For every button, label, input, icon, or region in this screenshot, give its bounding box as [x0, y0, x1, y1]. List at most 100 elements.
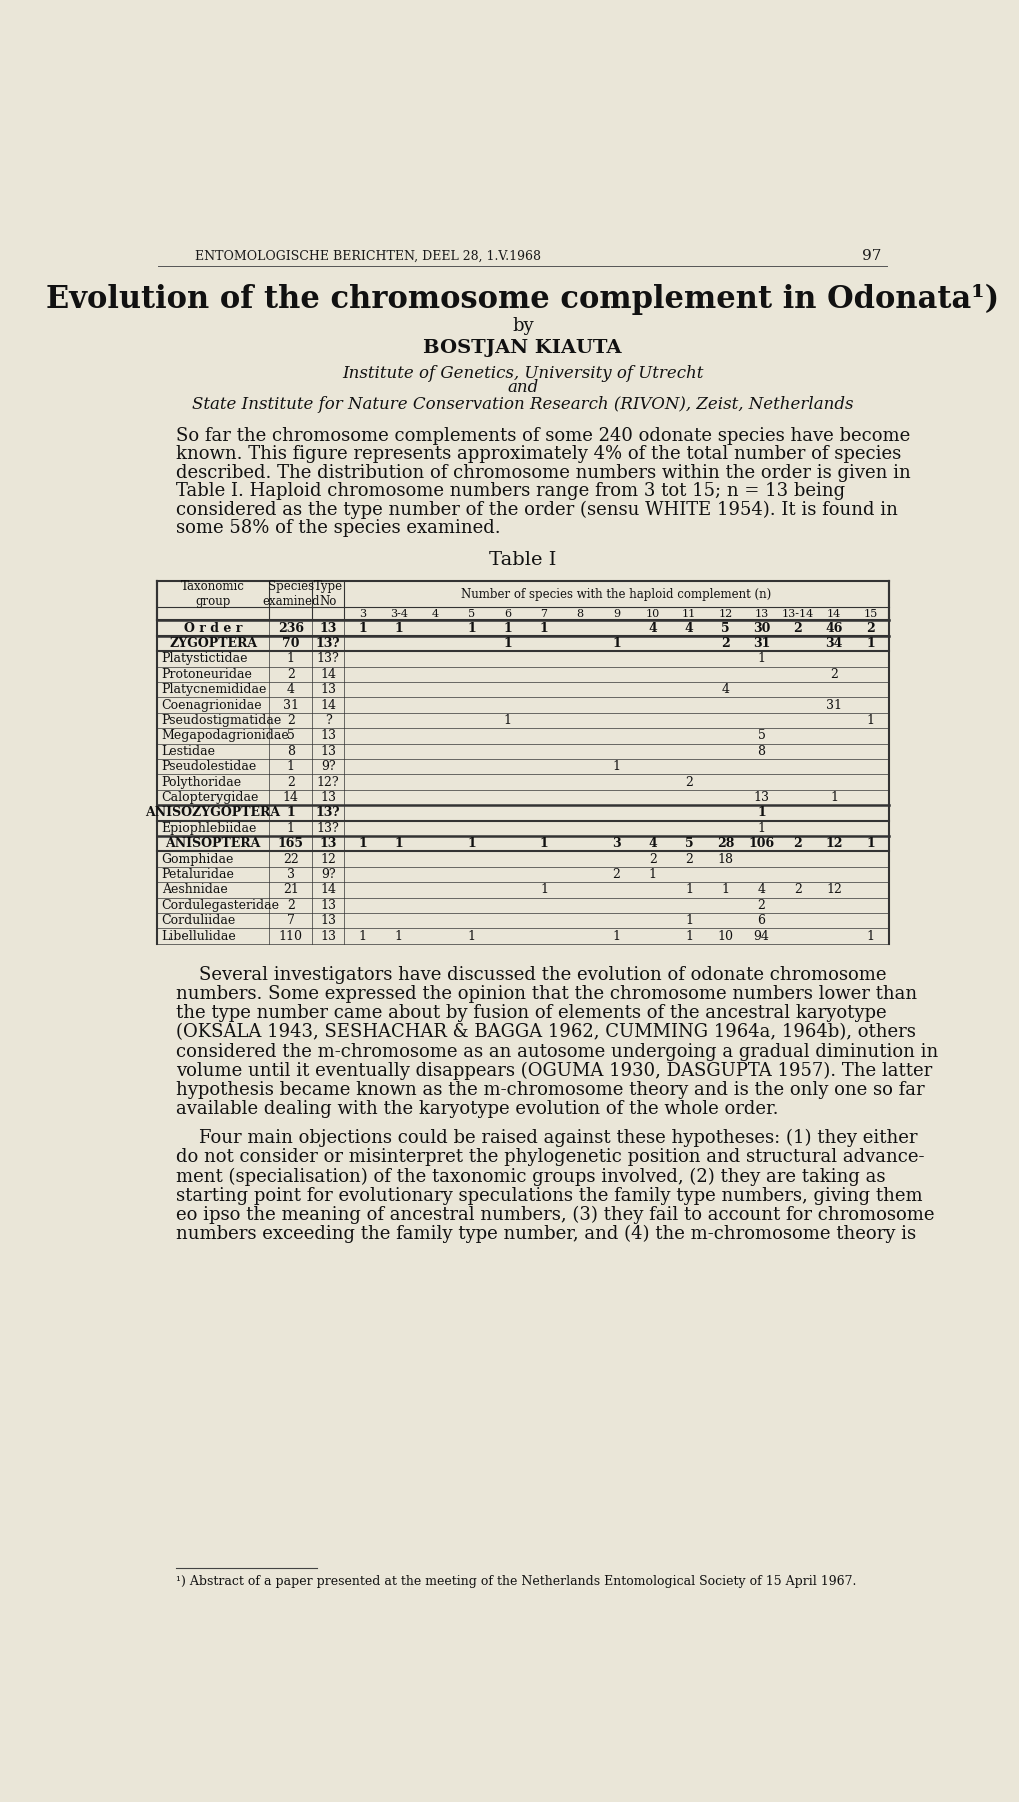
Text: 165: 165	[277, 838, 304, 851]
Text: 2: 2	[865, 622, 874, 634]
Text: 1: 1	[286, 822, 294, 834]
Text: 12: 12	[320, 852, 336, 865]
Text: 110: 110	[278, 930, 303, 942]
Text: 9: 9	[612, 609, 620, 618]
Text: 13?: 13?	[317, 652, 339, 665]
Text: 1: 1	[611, 638, 621, 651]
Text: 13: 13	[320, 683, 336, 696]
Text: 3: 3	[611, 838, 621, 851]
Text: ZYGOPTERA: ZYGOPTERA	[169, 638, 257, 651]
Text: 31: 31	[825, 699, 842, 712]
Text: 70: 70	[281, 638, 300, 651]
Text: Calopterygidae: Calopterygidae	[161, 791, 259, 804]
Text: 11: 11	[682, 609, 696, 618]
Text: BOSTJAN KIAUTA: BOSTJAN KIAUTA	[423, 339, 622, 357]
Text: 12: 12	[824, 838, 842, 851]
Text: Epiophlebiidae: Epiophlebiidae	[161, 822, 257, 834]
Text: do not consider or misinterpret the phylogenetic position and structural advance: do not consider or misinterpret the phyl…	[175, 1148, 923, 1166]
Text: 34: 34	[824, 638, 842, 651]
Text: 1: 1	[286, 760, 294, 773]
Text: 1: 1	[502, 638, 512, 651]
Text: 3: 3	[286, 869, 294, 881]
Text: 1: 1	[286, 652, 294, 665]
Text: 1: 1	[720, 883, 729, 896]
Text: Aeshnidae: Aeshnidae	[161, 883, 227, 896]
Text: 1: 1	[467, 930, 475, 942]
Text: ANISOPTERA: ANISOPTERA	[165, 838, 261, 851]
Text: 13?: 13?	[316, 638, 340, 651]
Text: 21: 21	[282, 883, 299, 896]
Text: 2: 2	[685, 852, 692, 865]
Text: 5: 5	[468, 609, 475, 618]
Text: Pseudolestidae: Pseudolestidae	[161, 760, 257, 773]
Text: 1: 1	[685, 930, 692, 942]
Text: eo ipso the meaning of ancestral numbers, (3) they fail to account for chromosom: eo ipso the meaning of ancestral numbers…	[175, 1206, 933, 1224]
Text: 1: 1	[865, 714, 873, 726]
Text: 236: 236	[277, 622, 304, 634]
Text: 15: 15	[862, 609, 876, 618]
Text: starting point for evolutionary speculations the family type numbers, giving the: starting point for evolutionary speculat…	[175, 1188, 921, 1206]
Text: 8: 8	[286, 744, 294, 759]
Text: volume until it eventually disappears (OGUMA 1930, DASGUPTA 1957). The latter: volume until it eventually disappears (O…	[175, 1061, 931, 1079]
Text: by: by	[512, 317, 533, 335]
Text: 2: 2	[612, 869, 620, 881]
Text: 1: 1	[865, 638, 874, 651]
Text: 4: 4	[757, 883, 765, 896]
Text: 9?: 9?	[321, 869, 335, 881]
Text: Lestidae: Lestidae	[161, 744, 215, 759]
Text: some 58% of the species examined.: some 58% of the species examined.	[175, 519, 499, 537]
Text: and: and	[506, 378, 538, 396]
Text: 5: 5	[757, 730, 765, 742]
Text: 1: 1	[829, 791, 838, 804]
Text: 13: 13	[754, 609, 768, 618]
Text: 13: 13	[320, 930, 336, 942]
Text: 1: 1	[467, 838, 475, 851]
Text: 1: 1	[286, 807, 294, 820]
Text: 14: 14	[320, 669, 336, 681]
Text: Evolution of the chromosome complement in Odonata¹): Evolution of the chromosome complement i…	[46, 283, 999, 315]
Text: 2: 2	[793, 883, 801, 896]
Text: 12?: 12?	[317, 775, 339, 789]
Text: Institute of Genetics, University of Utrecht: Institute of Genetics, University of Utr…	[341, 364, 703, 382]
Text: ¹) Abstract of a paper presented at the meeting of the Netherlands Entomological: ¹) Abstract of a paper presented at the …	[175, 1575, 855, 1588]
Text: numbers exceeding the family type number, and (4) the m-chromosome theory is: numbers exceeding the family type number…	[175, 1225, 915, 1243]
Text: 1: 1	[358, 838, 367, 851]
Text: 3: 3	[359, 609, 366, 618]
Text: 2: 2	[286, 669, 294, 681]
Text: 13?: 13?	[316, 807, 340, 820]
Text: 46: 46	[824, 622, 842, 634]
Text: 1: 1	[756, 807, 765, 820]
Text: 3-4: 3-4	[389, 609, 408, 618]
Text: 1: 1	[757, 652, 765, 665]
Text: 1: 1	[359, 930, 366, 942]
Text: 13: 13	[753, 791, 769, 804]
Text: 13: 13	[320, 914, 336, 928]
Text: 1: 1	[502, 622, 512, 634]
Text: 2: 2	[757, 899, 765, 912]
Text: Number of species with the haploid complement (n): Number of species with the haploid compl…	[461, 587, 771, 600]
Text: Taxonomic
group: Taxonomic group	[181, 580, 245, 609]
Text: Megapodagrionidae: Megapodagrionidae	[161, 730, 289, 742]
Text: 7: 7	[540, 609, 547, 618]
Text: 5: 5	[720, 622, 729, 634]
Text: 1: 1	[865, 930, 873, 942]
Text: 1: 1	[394, 930, 403, 942]
Text: 13: 13	[320, 791, 336, 804]
Text: 12: 12	[717, 609, 732, 618]
Text: hypothesis became known as the m-chromosome theory and is the only one so far: hypothesis became known as the m-chromos…	[175, 1081, 923, 1099]
Text: 14: 14	[320, 883, 336, 896]
Text: So far the chromosome complements of some 240 odonate species have become: So far the chromosome complements of som…	[175, 427, 909, 445]
Text: 4: 4	[286, 683, 294, 696]
Text: (OKSALA 1943, SESHACHAR & BAGGA 1962, CUMMING 1964a, 1964b), others: (OKSALA 1943, SESHACHAR & BAGGA 1962, CU…	[175, 1024, 914, 1042]
Text: 28: 28	[716, 838, 734, 851]
Text: 10: 10	[645, 609, 659, 618]
Text: considered as the type number of the order (sensu WHITE 1954). It is found in: considered as the type number of the ord…	[175, 501, 897, 519]
Text: Platystictidae: Platystictidae	[161, 652, 248, 665]
Text: Four main objections could be raised against these hypotheses: (1) they either: Four main objections could be raised aga…	[175, 1128, 916, 1148]
Text: 31: 31	[282, 699, 299, 712]
Text: 1: 1	[648, 869, 656, 881]
Text: 1: 1	[394, 622, 403, 634]
Text: 1: 1	[358, 622, 367, 634]
Text: 9?: 9?	[321, 760, 335, 773]
Text: 2: 2	[286, 714, 294, 726]
